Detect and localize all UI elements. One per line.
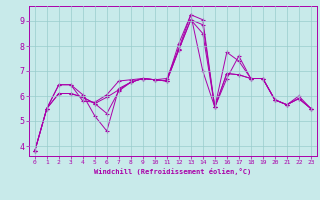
X-axis label: Windchill (Refroidissement éolien,°C): Windchill (Refroidissement éolien,°C) [94, 168, 252, 175]
